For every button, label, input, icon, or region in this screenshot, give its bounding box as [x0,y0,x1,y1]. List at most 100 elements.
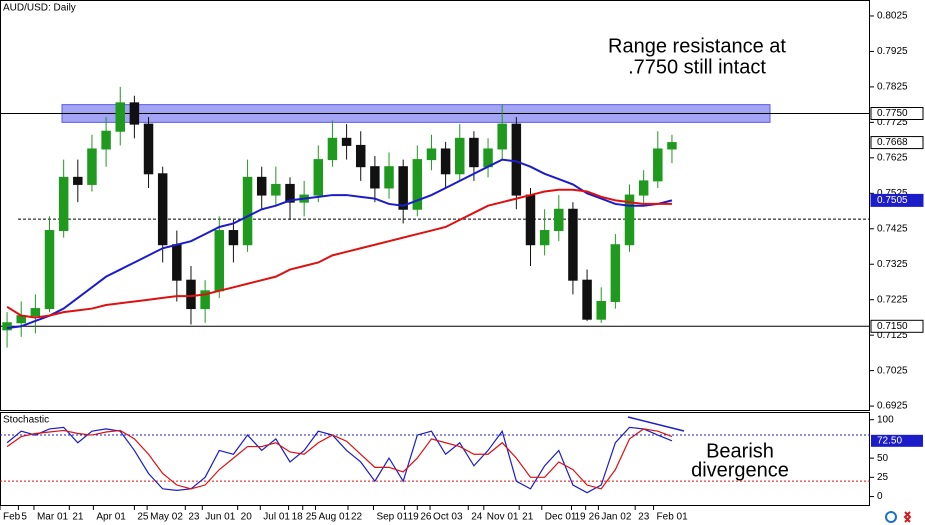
level-label: 0.7150 [877,321,908,332]
annotation: .7750 still intact [628,56,766,78]
x-tick-label: Jun 01 [205,512,235,523]
x-tick-label: Jul 01 [263,512,290,523]
candle-body [172,244,182,281]
x-tick-label: 24 [471,512,483,523]
x-tick-label: 19 [575,512,587,523]
y-tick-label: 0.8025 [877,11,908,22]
main-frame [0,0,870,411]
candle-body [186,279,196,310]
stoch-line [6,426,673,494]
x-tick-label: Feb 01 [657,512,689,523]
x-tick-label: 26 [589,512,601,523]
x-tick-label: Dec 01 [545,512,577,523]
level-label: 0.7750 [877,108,908,119]
y-tick-label: 0.7525 [877,188,908,199]
candle-body [398,166,408,210]
candle-body [596,300,606,320]
y-tick-label: 0.7225 [877,294,908,305]
candle-body [73,176,83,185]
candle-body [271,183,281,196]
y-tick-label: 100 [877,414,894,425]
candle-body [256,176,267,196]
candle-body [483,148,493,168]
stoch-title: Stochastic [3,415,49,426]
x-tick-label: 26 [420,512,432,523]
stoch-line [6,428,673,490]
candle-body [667,142,677,150]
price-marker-box [870,136,924,150]
candle-body [115,102,125,132]
x-tick-label: Oct 03 [433,512,463,523]
candle-body [242,176,253,246]
x-tick-label: 25 [306,512,318,523]
x-tick-label: Feb [3,512,21,523]
candle-body [497,123,507,150]
candle-body [157,173,168,246]
candle-body [582,279,592,320]
x-tick-label: 23 [638,512,650,523]
y-tick-label: 0.7825 [877,82,908,93]
price-marker-label: 0.7505 [877,195,908,206]
x-tick-label: Apr 01 [96,512,126,523]
x-tick-label: 21 [522,512,534,523]
y-tick-label: 0.7425 [877,223,908,234]
candle-body [440,148,451,175]
candle-body [44,230,55,310]
price-marker-label: 0.7668 [877,137,908,148]
candle-body [638,180,649,196]
y-tick-label: 0 [877,491,883,502]
candle-body [539,230,550,246]
moving-average [6,188,672,319]
candle-body [455,137,465,175]
x-tick-label: Sep 01 [376,512,408,523]
x-tick-label: 18 [292,512,304,523]
candle-body [370,166,380,189]
candle-body [30,308,41,317]
level-box [870,106,924,120]
candle-body [341,137,352,146]
candle-body [554,208,564,232]
x-tick-label: 19 [408,512,420,523]
candle-body [525,194,536,246]
candle-body [624,194,635,246]
divergence-line [627,416,685,432]
annotation: Range resistance at [608,35,786,57]
footer-icons [885,511,912,523]
y-tick-label: 50 [877,453,889,464]
y-tick-label: 0.7025 [877,365,908,376]
level-box [870,319,924,333]
x-tick-label: Aug 01 [318,512,350,523]
x-tick-label: 25 [137,512,149,523]
x-tick-label: 22 [351,512,363,523]
x-tick-label: Mar 01 [37,512,69,523]
candle-body [610,244,621,302]
candle-body [568,208,578,281]
candle-body [511,123,522,196]
candle-body [129,102,140,125]
x-tick-label: 23 [188,512,200,523]
y-tick-label: 0.7725 [877,117,908,128]
price-marker-box [870,193,924,207]
y-tick-label: 25 [877,472,889,483]
candle-body [327,137,338,161]
y-tick-label: 0.7325 [877,259,908,270]
candle-body [426,148,437,161]
candle-body [469,137,479,168]
candle-body [143,123,154,175]
candle-body [313,159,324,196]
candle-body [87,148,97,185]
moving-average [6,158,673,330]
candle-body [58,176,69,232]
x-tick-label: Nov 01 [487,512,519,523]
stoch-frame [0,412,870,506]
y-tick-label: 0.7625 [877,152,908,163]
candle-body [101,130,111,150]
stoch-marker-label: 72.50 [877,435,902,446]
candle-body [355,144,366,168]
candle-body [200,290,210,310]
candle-body [384,166,394,189]
candle-body [214,230,225,292]
annotation: Bearish [706,440,774,462]
x-tick-label: Jan 02 [601,512,631,523]
